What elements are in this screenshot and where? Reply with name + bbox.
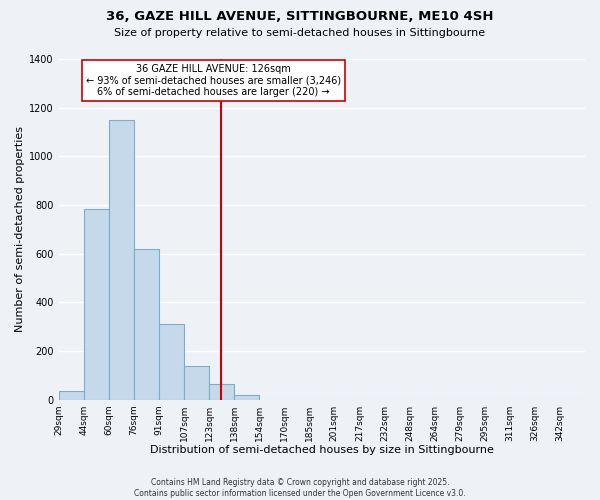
Text: 36, GAZE HILL AVENUE, SITTINGBOURNE, ME10 4SH: 36, GAZE HILL AVENUE, SITTINGBOURNE, ME1… [106, 10, 494, 23]
Y-axis label: Number of semi-detached properties: Number of semi-detached properties [15, 126, 25, 332]
Text: Size of property relative to semi-detached houses in Sittingbourne: Size of property relative to semi-detach… [115, 28, 485, 38]
Bar [59, 391, 84, 400]
Text: Contains HM Land Registry data © Crown copyright and database right 2025.
Contai: Contains HM Land Registry data © Crown c… [134, 478, 466, 498]
Bar [209, 384, 234, 400]
Bar [134, 249, 159, 400]
Bar [159, 324, 184, 400]
Bar [234, 394, 259, 400]
Text: 36 GAZE HILL AVENUE: 126sqm
← 93% of semi-detached houses are smaller (3,246)
6%: 36 GAZE HILL AVENUE: 126sqm ← 93% of sem… [86, 64, 341, 97]
Bar [109, 120, 134, 400]
Bar [184, 366, 209, 400]
Bar [84, 208, 109, 400]
X-axis label: Distribution of semi-detached houses by size in Sittingbourne: Distribution of semi-detached houses by … [150, 445, 494, 455]
